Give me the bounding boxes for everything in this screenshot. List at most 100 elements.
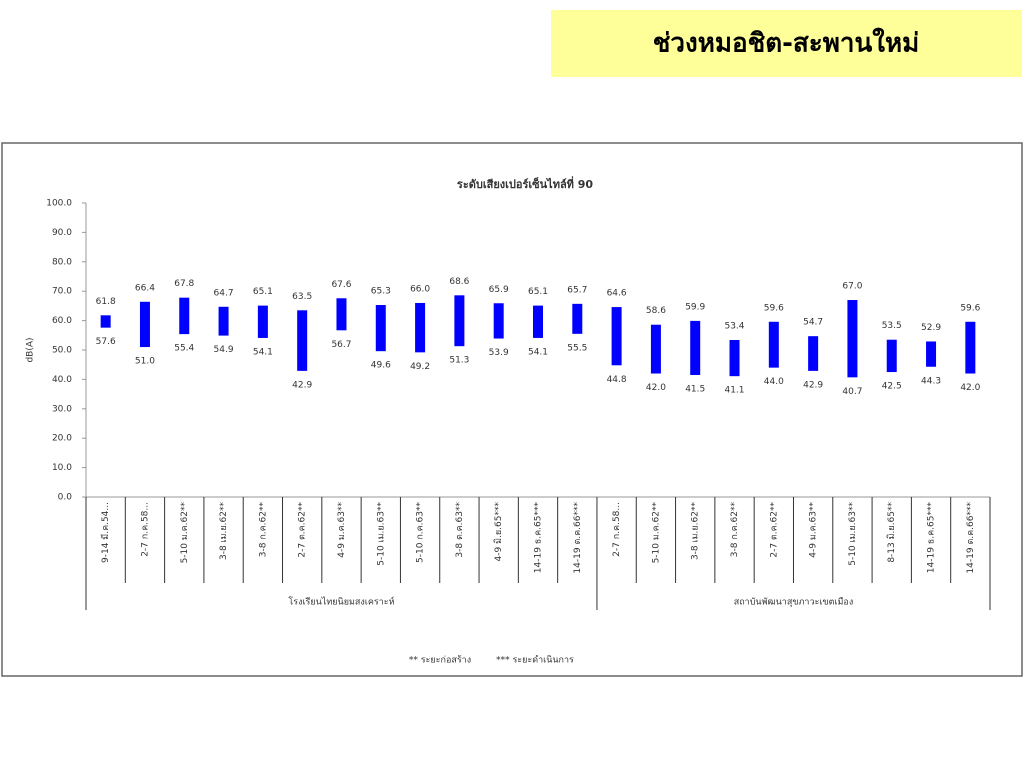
- range-bar: [847, 300, 858, 378]
- group-label: โรงเรียนไทยนิยมสงเคราะห์: [288, 596, 394, 608]
- value-label: 59.9: [685, 302, 705, 312]
- y-tick-label: 40.0: [52, 375, 72, 385]
- range-bar: [375, 305, 386, 352]
- value-label: 55.5: [567, 343, 587, 353]
- range-bar: [611, 307, 622, 366]
- value-label: 53.9: [489, 348, 509, 358]
- value-label: 59.6: [764, 303, 784, 313]
- range-bar: [808, 336, 819, 371]
- y-tick-label: 100.0: [46, 199, 72, 209]
- x-tick-label: 2-7 ก.ค.58...: [612, 502, 622, 557]
- value-label: 42.0: [646, 383, 666, 393]
- x-tick-label: 14-19 ต.ค.66***: [573, 502, 583, 574]
- range-bar: [100, 315, 111, 328]
- y-tick-label: 70.0: [52, 287, 72, 297]
- value-label: 65.3: [371, 287, 391, 297]
- x-tick-label: 5-10 ก.ค.63**: [416, 502, 426, 563]
- range-bar: [533, 305, 543, 338]
- value-label: 44.8: [607, 375, 627, 385]
- value-label: 52.9: [921, 323, 941, 333]
- value-label: 65.9: [489, 285, 509, 295]
- x-tick-label: 5-10 ม.ค.62**: [180, 502, 190, 564]
- y-tick-label: 50.0: [52, 346, 72, 356]
- value-label: 67.6: [331, 280, 351, 290]
- range-bar: [650, 324, 661, 374]
- x-tick-label: 3-8 ก.ค.62**: [258, 502, 268, 558]
- value-label: 53.5: [882, 321, 902, 331]
- range-bar: [926, 341, 937, 367]
- header-title: ช่วงหมอชิต-สะพานใหม่: [653, 28, 919, 59]
- range-bar: [493, 303, 504, 339]
- range-bar: [690, 320, 701, 375]
- x-tick-label: 4-9 ม.ค.63**: [809, 502, 819, 558]
- value-label: 44.3: [921, 376, 941, 386]
- value-label: 57.6: [96, 337, 116, 347]
- range-bar: [257, 305, 268, 338]
- value-label: 64.6: [607, 289, 627, 299]
- x-tick-label: 3-8 ก.ค.62**: [730, 502, 740, 558]
- value-label: 53.4: [724, 322, 744, 332]
- x-tick-label: 9-14 มี.ค.54...: [100, 502, 111, 563]
- y-tick-label: 60.0: [52, 316, 72, 326]
- note: *** ระยะดำเนินการ: [496, 655, 574, 666]
- range-bar: [965, 321, 976, 374]
- range-bar: [886, 339, 897, 373]
- value-label: 42.5: [882, 382, 902, 392]
- y-tick-label: 90.0: [52, 228, 72, 238]
- value-label: 54.9: [214, 345, 234, 355]
- range-bar: [768, 321, 779, 368]
- y-tick-label: 0.0: [58, 493, 73, 503]
- value-label: 54.7: [803, 318, 823, 328]
- range-bar: [729, 340, 740, 377]
- range-bar: [454, 295, 465, 347]
- x-tick-label: 3-8 เม.ย.62**: [691, 502, 701, 561]
- value-label: 51.0: [135, 357, 155, 367]
- x-tick-label: 5-10 เม.ย.63**: [848, 502, 858, 566]
- chart-title: ระดับเสียงเปอร์เซ็นไทล์ที่ 90: [457, 176, 593, 191]
- value-label: 42.9: [803, 380, 823, 390]
- value-label: 65.7: [567, 285, 587, 295]
- y-axis-label: dB(A): [26, 337, 36, 362]
- x-tick-label: 5-10 ม.ค.62**: [651, 502, 661, 564]
- x-tick-label: 2-7 ต.ค.62**: [298, 502, 308, 558]
- value-label: 40.7: [842, 387, 862, 397]
- note: ** ระยะก่อสร้าง: [409, 655, 471, 666]
- range-bar: [297, 310, 308, 371]
- value-label: 63.5: [292, 292, 312, 302]
- value-label: 55.4: [174, 344, 194, 354]
- value-label: 41.5: [685, 384, 705, 394]
- x-tick-label: 8-13 มิ.ย.65**: [886, 502, 897, 563]
- value-label: 64.7: [214, 288, 234, 298]
- x-tick-label: 14-19 ต.ค.66***: [966, 502, 976, 574]
- range-bar: [139, 301, 150, 348]
- x-tick-label: 3-8 ต.ค.63**: [455, 502, 465, 558]
- y-tick-label: 30.0: [52, 404, 72, 414]
- value-label: 54.1: [253, 347, 273, 357]
- range-bar: [572, 303, 583, 334]
- value-label: 41.1: [724, 386, 744, 396]
- value-label: 67.8: [174, 279, 194, 289]
- value-label: 68.6: [449, 277, 469, 287]
- chart-frame: [1, 142, 1023, 677]
- value-label: 65.1: [528, 287, 548, 297]
- value-label: 67.0: [842, 282, 862, 292]
- value-label: 44.0: [764, 377, 784, 387]
- value-label: 65.1: [253, 287, 273, 297]
- x-tick-label: 14-19 ธ.ค.65***: [927, 502, 937, 574]
- value-label: 42.0: [960, 383, 980, 393]
- value-label: 54.1: [528, 347, 548, 357]
- range-bar: [336, 298, 347, 331]
- value-label: 51.3: [449, 356, 469, 366]
- x-tick-label: 3-8 เม.ย.62**: [219, 502, 229, 561]
- value-label: 59.6: [960, 303, 980, 313]
- x-tick-label: 5-10 เม.ย.63**: [376, 502, 386, 566]
- value-label: 66.0: [410, 284, 430, 294]
- y-tick-label: 20.0: [52, 434, 72, 444]
- value-label: 42.9: [292, 380, 312, 390]
- x-tick-label: 2-7 ต.ค.62**: [769, 502, 779, 558]
- x-tick-label: 4-9 ม.ค.63**: [337, 502, 347, 558]
- value-label: 56.7: [331, 340, 351, 350]
- value-label: 49.6: [371, 361, 391, 371]
